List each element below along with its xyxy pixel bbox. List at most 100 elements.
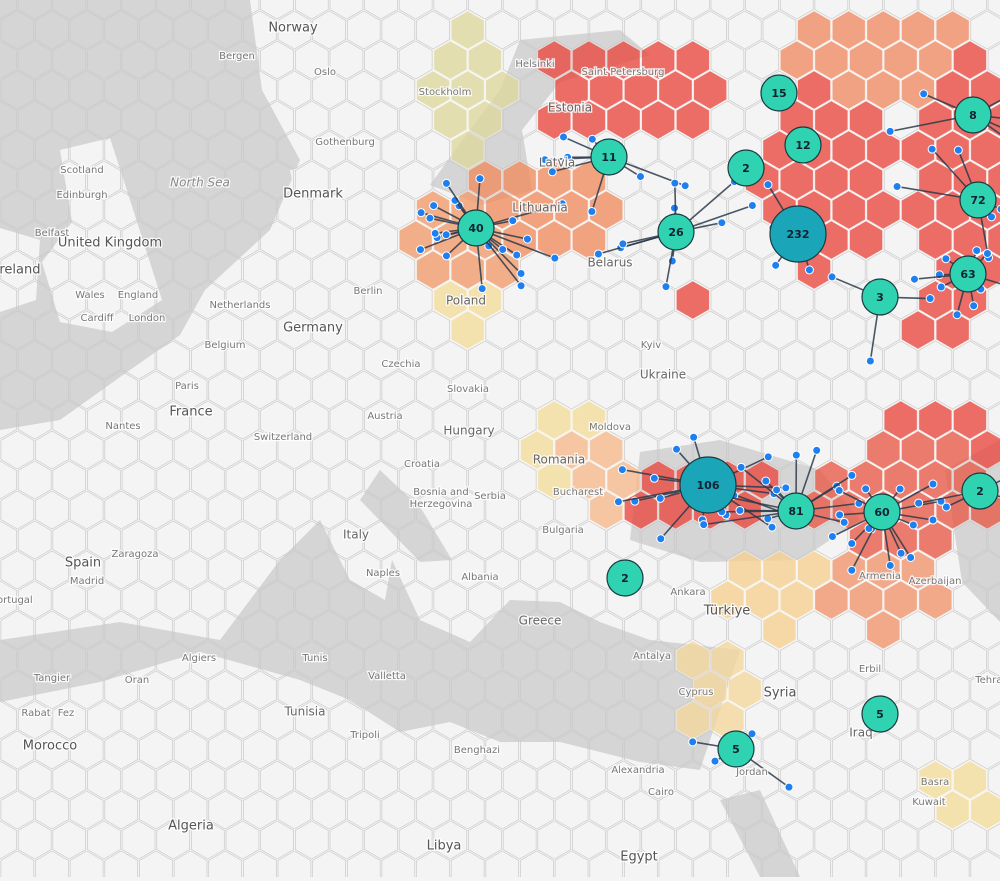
cluster: 26 xyxy=(658,214,694,250)
point xyxy=(886,561,894,569)
point xyxy=(866,357,874,365)
point xyxy=(499,245,507,253)
cluster-count: 26 xyxy=(668,226,684,239)
place-label: Saint Petersburg xyxy=(582,67,665,78)
place-label: Valletta xyxy=(368,671,406,682)
point xyxy=(478,285,486,293)
place-label: Denmark xyxy=(283,187,343,202)
point xyxy=(431,229,439,237)
place-label: Naples xyxy=(366,568,400,579)
point xyxy=(782,484,790,492)
cluster: 5 xyxy=(862,696,898,732)
place-label: Serbia xyxy=(474,491,506,502)
place-label: Hungary xyxy=(443,424,494,438)
cluster: 232 xyxy=(770,206,826,262)
place-label: Spain xyxy=(65,556,101,571)
place-label: France xyxy=(169,405,212,420)
place-label: Basra xyxy=(921,777,949,788)
cluster: 40 xyxy=(458,210,494,246)
place-label: Armenia xyxy=(859,571,901,582)
point xyxy=(828,273,836,281)
place-label: Romania xyxy=(533,453,585,467)
point xyxy=(614,498,622,506)
point xyxy=(954,146,962,154)
point xyxy=(764,181,772,189)
point xyxy=(657,535,665,543)
point xyxy=(517,282,525,290)
cluster-count: 11 xyxy=(601,151,616,164)
point xyxy=(662,283,670,291)
place-label: Bergen xyxy=(219,51,255,62)
point xyxy=(773,486,781,494)
point xyxy=(792,451,800,459)
place-label: Belgium xyxy=(205,340,246,351)
place-label: Tunis xyxy=(301,653,327,664)
place-label: Netherlands xyxy=(210,300,271,311)
place-label: Tripoli xyxy=(349,730,380,741)
point xyxy=(426,214,434,222)
point xyxy=(523,235,531,243)
place-label: Lithuania xyxy=(512,201,568,215)
cluster: 2 xyxy=(607,560,643,596)
place-label: Algiers xyxy=(182,653,216,664)
place-label: Switzerland xyxy=(254,432,312,443)
place-label: Austria xyxy=(367,411,402,422)
place-label: Libya xyxy=(427,839,462,854)
point xyxy=(910,275,918,283)
point xyxy=(619,240,627,248)
place-label: Kuwait xyxy=(912,797,945,808)
place-label: Albania xyxy=(461,572,498,583)
point xyxy=(828,533,836,541)
cluster-count: 60 xyxy=(874,506,890,519)
point xyxy=(588,207,596,215)
cluster-count: 40 xyxy=(468,222,484,235)
place-label: Greece xyxy=(519,614,562,628)
cluster: 72 xyxy=(960,182,996,218)
cluster: 5 xyxy=(718,731,754,767)
place-label: North Sea xyxy=(170,176,230,190)
point xyxy=(700,521,708,529)
place-label: Ireland xyxy=(0,263,40,278)
place-label: Bulgaria xyxy=(542,525,583,536)
point xyxy=(929,480,937,488)
place-label: Paris xyxy=(175,381,199,392)
place-label: London xyxy=(129,313,166,324)
point xyxy=(953,311,961,319)
place-label: Antalya xyxy=(633,651,671,662)
place-label: Zaragoza xyxy=(111,549,158,560)
place-label: Germany xyxy=(283,321,343,336)
point xyxy=(673,445,681,453)
point xyxy=(618,466,626,474)
point xyxy=(926,295,934,303)
point xyxy=(909,521,917,529)
point xyxy=(416,246,424,254)
place-label: Jordan xyxy=(735,767,768,778)
point xyxy=(840,518,848,526)
place-label: Wales xyxy=(75,290,105,301)
point xyxy=(737,463,745,471)
place-label: Cardiff xyxy=(80,313,114,324)
place-label: United Kingdom xyxy=(58,236,162,251)
place-label: Italy xyxy=(343,528,369,542)
point xyxy=(805,266,813,274)
point xyxy=(896,485,904,493)
point xyxy=(476,175,484,183)
place-label: Cairo xyxy=(648,787,674,798)
point xyxy=(560,133,568,141)
cluster-count: 232 xyxy=(787,228,810,241)
place-label: Scotland xyxy=(60,165,103,176)
cluster: 2 xyxy=(728,150,764,186)
place-label: Belarus xyxy=(587,256,632,270)
place-label: Croatia xyxy=(404,459,440,470)
point xyxy=(937,283,945,291)
cluster-count: 5 xyxy=(876,708,884,721)
place-label: Alexandria xyxy=(611,765,664,776)
point xyxy=(509,217,517,225)
place-label: Bucharest xyxy=(553,487,603,498)
point xyxy=(768,523,776,531)
point xyxy=(442,179,450,187)
point xyxy=(836,511,844,519)
point xyxy=(671,179,679,187)
place-label: Ukraine xyxy=(640,368,686,382)
place-label: Fez xyxy=(58,708,75,719)
